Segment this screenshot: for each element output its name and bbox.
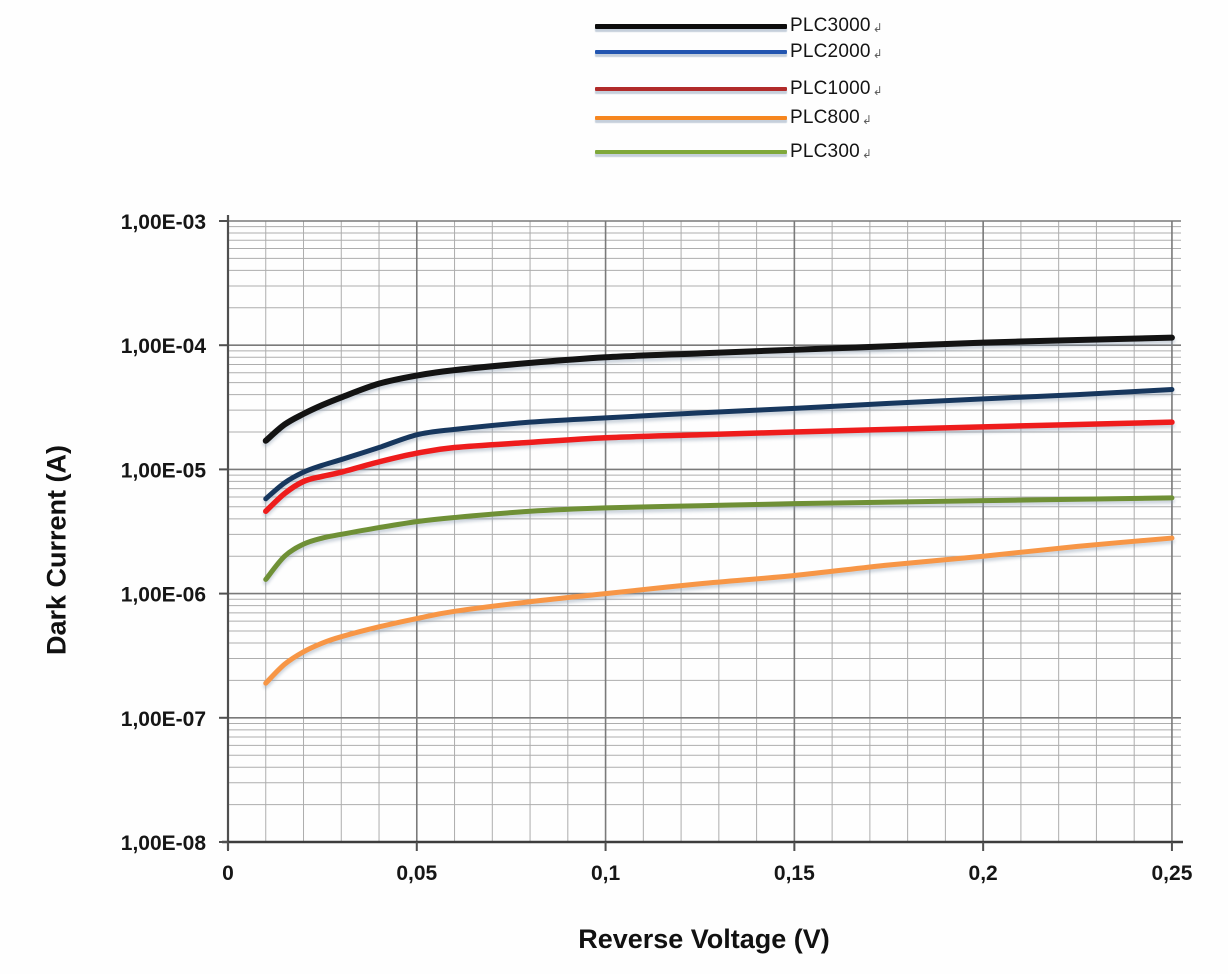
legend-label: PLC800 [790, 107, 860, 128]
legend-item-plc1000: PLC1000 ↲ [595, 78, 883, 100]
y-tick-label: 1,00E-03 [121, 211, 206, 234]
x-tick-label: 0,1 [591, 862, 621, 885]
x-axis-title: Reverse Voltage (V) [578, 924, 830, 954]
x-tick-label: 0,05 [396, 862, 437, 885]
y-tick-label: 1,00E-07 [121, 708, 206, 731]
legend-line-swatch [595, 86, 787, 92]
legend-line-swatch [595, 49, 787, 55]
x-tick-label: 0,15 [774, 862, 815, 885]
legend-line-swatch [595, 115, 787, 121]
legend-label: PLC3000 [790, 15, 871, 36]
paragraph-mark-icon: ↲ [872, 47, 883, 61]
series-line-plc800 [263, 535, 1175, 686]
series-line-plc300 [263, 495, 1175, 582]
legend-item-plc300: PLC300 ↲ [595, 141, 872, 163]
y-tick-label: 1,00E-05 [121, 459, 207, 482]
x-tick-label: 0,2 [969, 862, 998, 885]
legend-item-plc800: PLC800 ↲ [595, 107, 872, 129]
series-line-plc3000 [262, 334, 1175, 444]
series-line-plc1000 [263, 419, 1175, 515]
legend-item-plc3000: PLC3000 ↲ [595, 15, 883, 37]
legend-line-swatch [595, 23, 787, 29]
paragraph-mark-icon: ↲ [861, 113, 872, 127]
y-tick-label: 1,00E-04 [121, 335, 207, 358]
y-tick-label: 1,00E-08 [121, 832, 207, 855]
legend-line-swatch [595, 149, 787, 155]
legend: PLC3000 ↲ PLC2000 ↲ PLC1000 ↲ PLC800 ↲ PLC300 ↲ [0, 0, 1228, 180]
series-line-plc2000 [263, 386, 1175, 502]
legend-label: PLC1000 [790, 78, 871, 99]
x-tick-label: 0 [222, 862, 234, 885]
x-tick-label: 0,25 [1152, 862, 1193, 885]
y-tick-label: 1,00E-06 [121, 584, 206, 607]
legend-item-plc2000: PLC2000 ↲ [595, 41, 883, 63]
paragraph-mark-icon: ↲ [872, 21, 883, 35]
paragraph-mark-icon: ↲ [861, 147, 872, 161]
legend-label: PLC2000 [790, 41, 871, 62]
legend-label: PLC300 [790, 141, 860, 162]
y-axis-title: Dark Current (A) [41, 444, 72, 656]
paragraph-mark-icon: ↲ [872, 84, 883, 98]
